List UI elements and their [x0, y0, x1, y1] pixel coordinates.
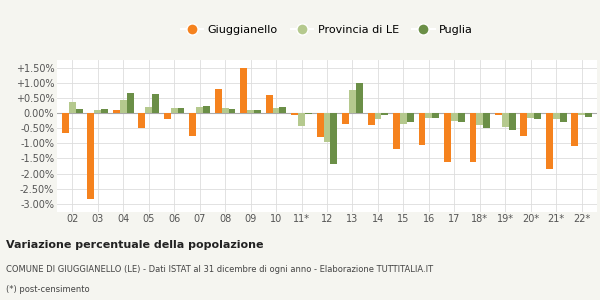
Bar	[240, 68, 247, 113]
Bar	[502, 113, 509, 127]
Bar	[495, 113, 502, 115]
Bar	[407, 113, 414, 122]
Bar	[393, 113, 400, 149]
Bar	[203, 106, 210, 113]
Bar	[152, 94, 159, 113]
Bar	[190, 113, 196, 136]
Bar	[88, 113, 94, 200]
Text: (*) post-censimento: (*) post-censimento	[6, 286, 89, 295]
Bar	[266, 95, 272, 113]
Bar	[323, 113, 331, 142]
Bar	[546, 113, 553, 169]
Bar	[509, 113, 515, 130]
Bar	[101, 109, 108, 113]
Bar	[331, 113, 337, 164]
Bar	[382, 113, 388, 115]
Bar	[470, 113, 476, 162]
Bar	[317, 113, 323, 137]
Bar	[215, 89, 221, 113]
Bar	[139, 113, 145, 128]
Bar	[196, 107, 203, 113]
Bar	[305, 113, 312, 114]
Bar	[585, 113, 592, 117]
Bar	[571, 113, 578, 146]
Bar	[400, 113, 407, 124]
Bar	[145, 107, 152, 113]
Bar	[247, 110, 254, 113]
Text: COMUNE DI GIUGGIANELLO (LE) - Dati ISTAT al 31 dicembre di ogni anno - Elaborazi: COMUNE DI GIUGGIANELLO (LE) - Dati ISTAT…	[6, 265, 433, 274]
Bar	[458, 113, 464, 122]
Bar	[94, 110, 101, 113]
Bar	[578, 113, 585, 115]
Bar	[164, 113, 171, 119]
Bar	[483, 113, 490, 127]
Bar	[553, 113, 560, 119]
Bar	[374, 113, 382, 119]
Bar	[527, 113, 534, 118]
Bar	[171, 108, 178, 113]
Bar	[433, 113, 439, 118]
Bar	[534, 113, 541, 119]
Bar	[127, 93, 134, 113]
Bar	[356, 83, 363, 113]
Bar	[444, 113, 451, 161]
Bar	[229, 110, 235, 113]
Bar	[520, 113, 527, 136]
Bar	[291, 113, 298, 116]
Bar	[476, 113, 483, 125]
Bar	[120, 100, 127, 113]
Bar	[113, 110, 120, 113]
Bar	[298, 113, 305, 126]
Bar	[272, 108, 280, 113]
Bar	[425, 113, 433, 118]
Bar	[69, 102, 76, 113]
Bar	[451, 113, 458, 121]
Bar	[349, 90, 356, 113]
Bar	[342, 113, 349, 124]
Bar	[280, 107, 286, 113]
Bar	[254, 110, 261, 113]
Bar	[419, 113, 425, 146]
Bar	[368, 113, 374, 125]
Bar	[76, 109, 83, 113]
Legend: Giuggianello, Provincia di LE, Puglia: Giuggianello, Provincia di LE, Puglia	[176, 20, 478, 39]
Bar	[221, 108, 229, 113]
Bar	[560, 113, 566, 122]
Bar	[62, 113, 69, 133]
Bar	[178, 108, 184, 113]
Text: Variazione percentuale della popolazione: Variazione percentuale della popolazione	[6, 239, 263, 250]
